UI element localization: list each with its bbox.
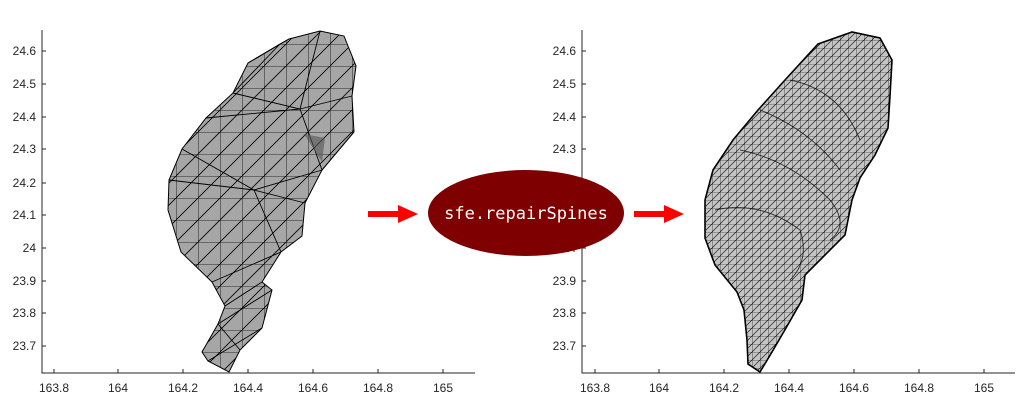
y-tick-label: 24.4 — [553, 110, 577, 124]
fine-mesh-contours — [714, 79, 861, 281]
arrow-left — [368, 205, 418, 223]
right-axis-lines — [581, 30, 1015, 374]
y-tick-label: 23.7 — [13, 339, 37, 353]
y-tick-label: 23.9 — [553, 274, 577, 288]
x-tick-label: 164.2 — [709, 381, 739, 395]
right-mesh — [704, 31, 893, 374]
y-tick-label: 23.9 — [13, 274, 37, 288]
x-tick-label: 164.2 — [168, 381, 198, 395]
coarse-mesh-facets — [168, 30, 355, 362]
left-panel: 24.6 24.5 24.4 24.3 24.2 24.1 24 23.9 23.8 23.7 1… — [13, 30, 475, 395]
left-axis-lines — [41, 30, 475, 374]
x-tick-label: 165 — [433, 381, 453, 395]
coarse-mesh-shadow — [304, 134, 325, 162]
right-arrow-icon — [634, 205, 684, 223]
function-node: sfe.repairSpines — [428, 170, 624, 256]
x-tick-label: 164.4 — [233, 381, 263, 395]
y-tick-label: 23.8 — [553, 306, 577, 320]
right-arrow-icon — [368, 205, 418, 223]
left-axes: 24.6 24.5 24.4 24.3 24.2 24.1 24 23.9 23.8 23.7 1… — [13, 30, 475, 395]
y-tick-label: 24 — [23, 241, 37, 255]
x-tick-label: 163.8 — [580, 381, 610, 395]
y-tick-label: 23.7 — [553, 339, 577, 353]
y-tick-label: 24.4 — [13, 110, 37, 124]
function-ellipse — [428, 170, 624, 256]
y-tick-label: 24.6 — [13, 44, 37, 58]
y-tick-label: 24.3 — [13, 142, 37, 156]
y-tick-label: 24.1 — [13, 208, 37, 222]
y-tick-label: 24.3 — [553, 142, 577, 156]
x-tick-label: 164.6 — [298, 381, 328, 395]
y-tick-label: 24.5 — [553, 77, 577, 91]
x-tick-label: 164.8 — [904, 381, 934, 395]
y-tick-label: 23.8 — [13, 306, 37, 320]
fine-mesh-body — [704, 31, 893, 374]
function-label: sfe.repairSpines — [444, 204, 608, 224]
x-tick-label: 164.6 — [839, 381, 869, 395]
y-tick-label: 24.5 — [13, 77, 37, 91]
y-tick-label: 24.2 — [13, 176, 37, 190]
x-tick-label: 164.8 — [363, 381, 393, 395]
y-tick-label: 24.6 — [553, 44, 577, 58]
x-tick-label: 164 — [649, 381, 669, 395]
x-tick-label: 165 — [974, 381, 994, 395]
left-mesh — [167, 30, 357, 373]
x-tick-label: 164.4 — [774, 381, 804, 395]
coarse-mesh-body — [167, 30, 357, 373]
x-tick-label: 163.8 — [39, 381, 69, 395]
arrow-right — [634, 205, 684, 223]
x-tick-label: 164 — [108, 381, 128, 395]
